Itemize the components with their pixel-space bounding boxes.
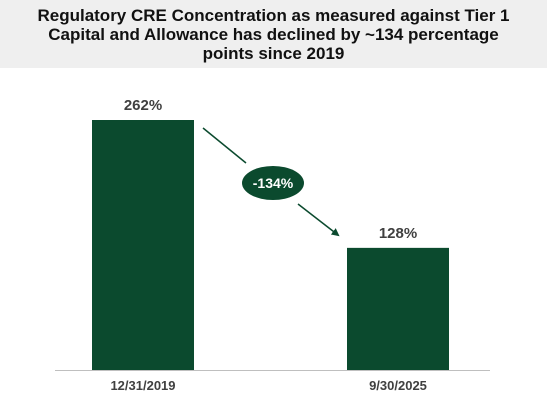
decline-annotation-bubble [242, 166, 304, 200]
x-tick-label-12/31/2019: 12/31/2019 [110, 378, 175, 393]
bar-9/30/2025 [347, 247, 449, 370]
decline-arrow-upper [202, 127, 247, 164]
chart-title-line-1: Regulatory CRE Concentration as measured… [37, 6, 510, 25]
chart-title-line-3: points since 2019 [202, 44, 345, 63]
x-tick-label-9/30/2025: 9/30/2025 [369, 378, 427, 393]
decline-annotation-label: -134% [253, 175, 294, 191]
title-banner [0, 0, 547, 68]
chart-title: Regulatory CRE Concentration as measured… [0, 6, 547, 63]
data-label-12/31/2019: 262% [124, 97, 162, 114]
decline-arrow-lower [297, 203, 340, 237]
chart-title-line-2: Capital and Allowance has declined by ~1… [48, 25, 499, 44]
data-label-9/30/2025: 128% [379, 225, 417, 242]
bar-12/31/2019 [92, 120, 194, 370]
